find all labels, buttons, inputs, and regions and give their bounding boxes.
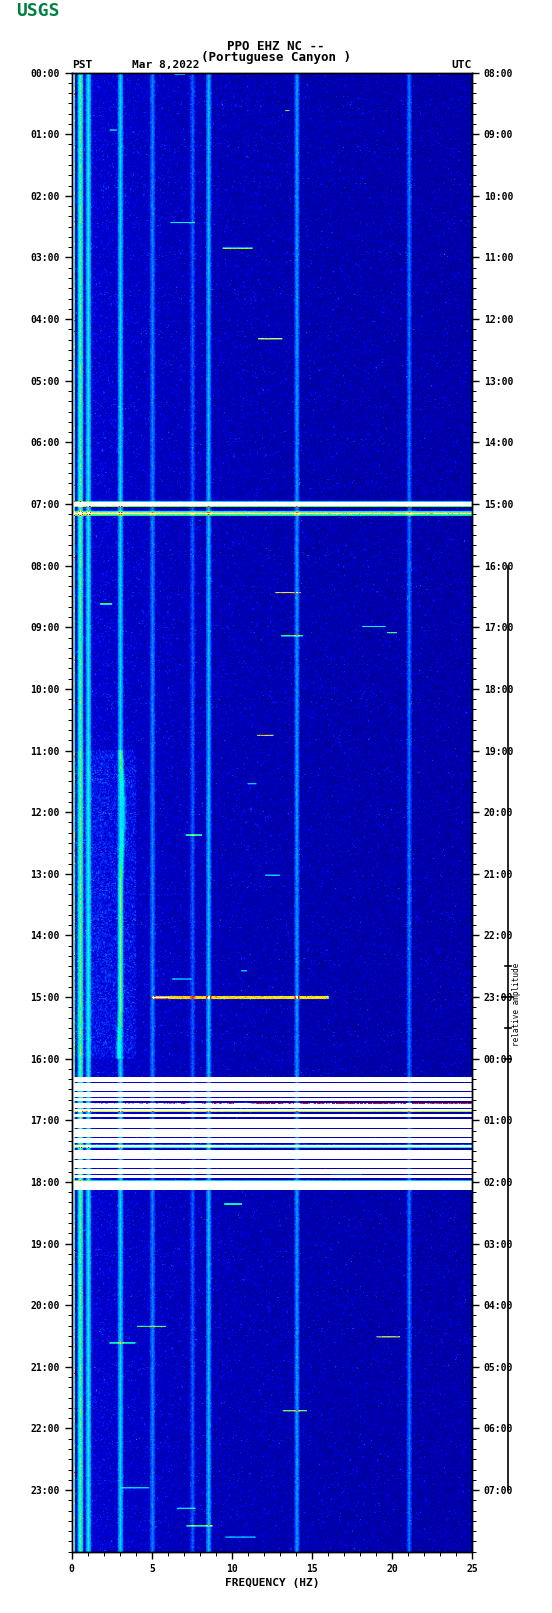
Text: PPO EHZ NC --: PPO EHZ NC -- xyxy=(227,39,325,53)
Text: UTC: UTC xyxy=(452,60,472,71)
Text: PST: PST xyxy=(72,60,92,71)
Text: Mar 8,2022: Mar 8,2022 xyxy=(132,60,200,71)
X-axis label: FREQUENCY (HZ): FREQUENCY (HZ) xyxy=(225,1578,319,1587)
Text: relative amplitude: relative amplitude xyxy=(512,963,521,1047)
Text: USGS: USGS xyxy=(17,3,60,21)
Text: (Portuguese Canyon ): (Portuguese Canyon ) xyxy=(201,50,351,65)
